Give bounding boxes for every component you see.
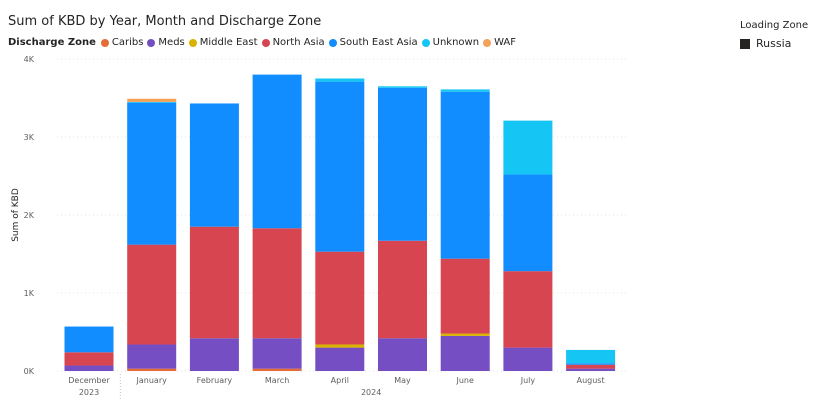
bar-segment[interactable] xyxy=(440,91,490,259)
legend-item-north-asia[interactable]: North Asia xyxy=(261,37,325,48)
bar-segment[interactable] xyxy=(64,352,114,366)
bar-segment[interactable] xyxy=(315,78,365,82)
bar-segment[interactable] xyxy=(315,81,365,252)
legend-item-middle-east[interactable]: Middle East xyxy=(188,37,258,48)
x-tick-label: July xyxy=(520,376,536,385)
bar-segment[interactable] xyxy=(566,364,616,369)
legend-label: Caribs xyxy=(111,37,144,48)
y-tick-label: 1K xyxy=(24,289,35,298)
loading-zone-item[interactable]: Russia xyxy=(740,37,808,50)
bar-segment[interactable] xyxy=(378,338,427,371)
bar-segment[interactable] xyxy=(127,98,177,102)
bar-segment[interactable] xyxy=(127,368,177,371)
x-tick-label: June xyxy=(455,376,474,385)
x-tick-label: April xyxy=(331,376,349,385)
legend-dot-icon xyxy=(188,38,197,47)
legend-dot-icon xyxy=(483,38,492,47)
bar-segment[interactable] xyxy=(64,326,114,353)
legend-dot-icon xyxy=(147,38,156,47)
legend-dot-icon xyxy=(421,38,430,47)
legend-item-caribs[interactable]: Caribs xyxy=(100,37,144,48)
bar-segment[interactable] xyxy=(378,87,427,241)
bar-segment[interactable] xyxy=(252,338,302,369)
bar-segment[interactable] xyxy=(440,89,490,92)
y-tick-label: 2K xyxy=(24,211,35,220)
x-tick-label: March xyxy=(265,376,289,385)
bar-segment[interactable] xyxy=(252,228,302,339)
bar-segment[interactable] xyxy=(503,120,553,175)
legend-dot-icon xyxy=(261,38,270,47)
x-tick-label: December xyxy=(68,376,110,385)
bar-segment[interactable] xyxy=(252,368,302,371)
y-tick-label: 4K xyxy=(24,55,35,64)
x-tick-label: January xyxy=(136,376,168,385)
year-label: 2024 xyxy=(361,388,381,397)
bar-segment[interactable] xyxy=(189,338,239,371)
legend-label: WAF xyxy=(494,37,516,48)
legend-label: Meds xyxy=(158,37,185,48)
bar-segment[interactable] xyxy=(503,347,553,371)
y-tick-label: 3K xyxy=(24,133,35,142)
legend-item-south-east-asia[interactable]: South East Asia xyxy=(328,37,418,48)
bar-segment[interactable] xyxy=(566,368,616,371)
legend-item-meds[interactable]: Meds xyxy=(147,37,185,48)
bar-segment[interactable] xyxy=(127,101,177,103)
x-tick-label: May xyxy=(394,376,411,385)
legend-item-waf[interactable]: WAF xyxy=(483,37,516,48)
legend-dot-icon xyxy=(100,38,109,47)
y-tick-label: 0K xyxy=(24,367,35,376)
y-axis-label: Sum of KBD xyxy=(11,188,21,242)
loading-zone-title: Loading Zone xyxy=(740,20,809,31)
chart-title: Sum of KBD by Year, Month and Discharge … xyxy=(8,14,322,29)
bar-segment[interactable] xyxy=(189,103,239,227)
loading-zone-legend: Loading Zone Russia xyxy=(740,20,808,50)
legend-title: Discharge Zone xyxy=(8,37,96,48)
bar-segment[interactable] xyxy=(566,363,616,365)
bar-segment[interactable] xyxy=(252,74,302,229)
legend-item-unknown[interactable]: Unknown xyxy=(421,37,480,48)
bar-segment[interactable] xyxy=(64,365,114,371)
bar-segment[interactable] xyxy=(315,251,365,345)
bar-segment[interactable] xyxy=(378,86,427,88)
bar-segment[interactable] xyxy=(378,240,427,339)
bar-segment[interactable] xyxy=(315,344,365,348)
bar-segment[interactable] xyxy=(566,349,616,364)
bar-segment[interactable] xyxy=(315,347,365,371)
year-label: 2023 xyxy=(79,388,99,397)
bar-segment[interactable] xyxy=(503,271,553,348)
bar-segment[interactable] xyxy=(127,344,177,369)
bar-segment[interactable] xyxy=(127,102,177,245)
russia-swatch-icon xyxy=(740,38,750,49)
bar-segment[interactable] xyxy=(440,333,490,336)
legend-dot-icon xyxy=(328,38,337,47)
x-tick-label: August xyxy=(577,376,605,385)
bar-segment[interactable] xyxy=(189,226,239,339)
legend-label: Middle East xyxy=(199,37,258,48)
bar-segment[interactable] xyxy=(440,335,490,371)
bar-segment[interactable] xyxy=(440,258,490,334)
discharge-zone-legend: Discharge Zone Caribs Meds Middle East Nort… xyxy=(8,37,520,48)
bar-segment[interactable] xyxy=(503,174,553,272)
bar-segment[interactable] xyxy=(127,244,177,345)
legend-label: Unknown xyxy=(432,37,480,48)
x-tick-label: February xyxy=(197,376,233,385)
legend-label: North Asia xyxy=(272,37,325,48)
legend-label: South East Asia xyxy=(339,37,418,48)
loading-zone-label: Russia xyxy=(756,37,792,50)
